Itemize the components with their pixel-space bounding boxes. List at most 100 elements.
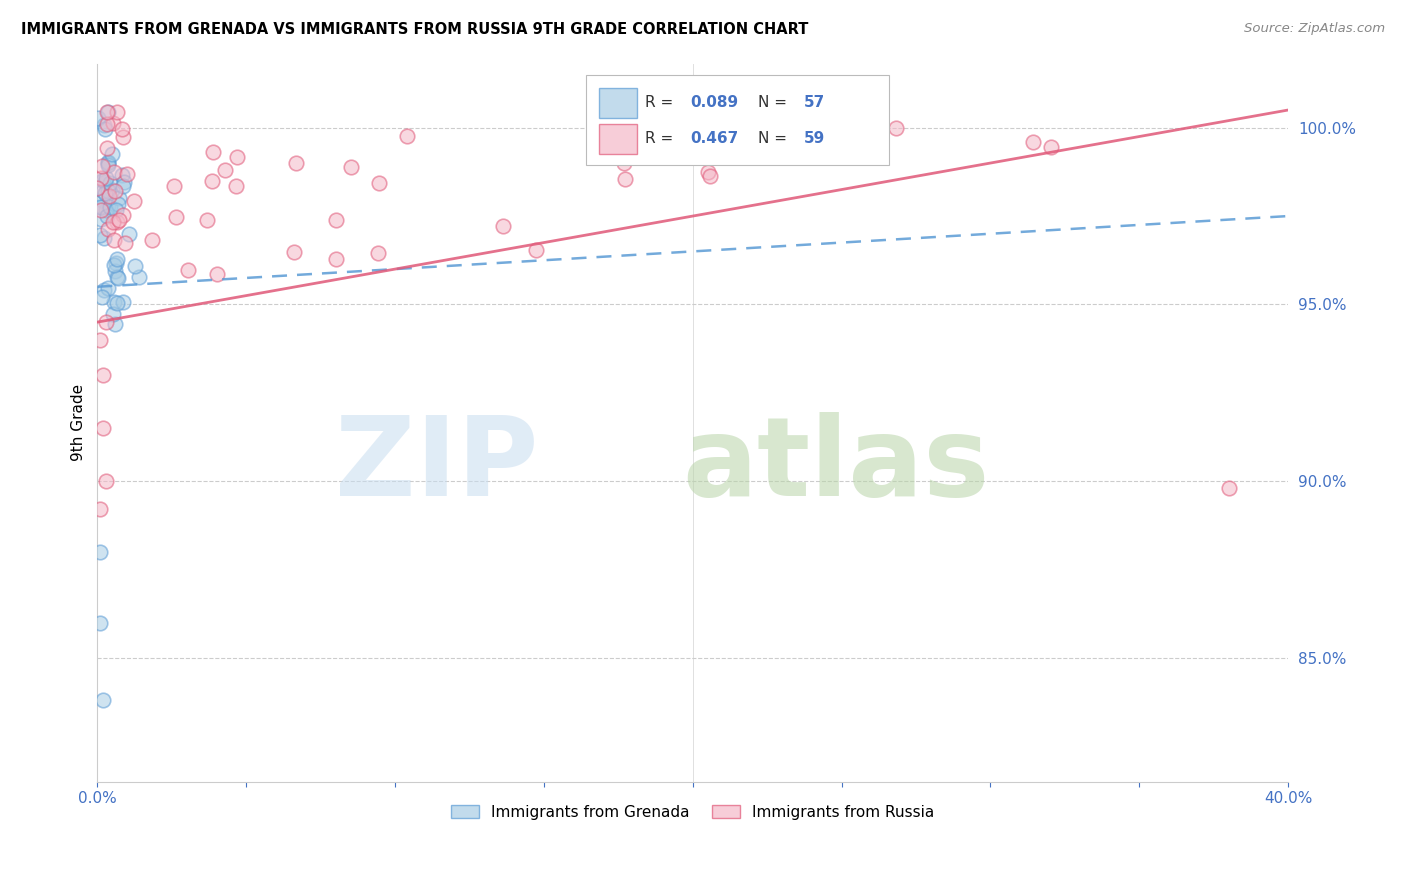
Point	[91, 693, 114, 707]
Point	[98, 176, 121, 190]
Point	[107, 191, 129, 205]
Point	[112, 175, 135, 189]
Point	[524, 244, 547, 258]
Point	[91, 368, 114, 383]
Point	[94, 186, 117, 200]
Point	[367, 246, 389, 260]
FancyBboxPatch shape	[599, 124, 637, 153]
Point	[89, 200, 111, 214]
Point	[105, 270, 128, 285]
Point	[89, 545, 111, 559]
Point	[96, 117, 118, 131]
Point	[226, 149, 249, 163]
Point	[96, 315, 118, 329]
Point	[202, 145, 225, 159]
Point	[91, 160, 114, 174]
Point	[97, 188, 120, 202]
Point	[111, 179, 134, 194]
Point	[97, 156, 120, 170]
Point	[195, 213, 218, 227]
Point	[1218, 481, 1240, 495]
Point	[91, 421, 114, 435]
Point	[107, 212, 129, 227]
Point	[340, 161, 363, 175]
Point	[396, 129, 419, 144]
Point	[86, 180, 108, 194]
Point	[165, 210, 187, 224]
Point	[177, 263, 200, 277]
Text: 59: 59	[803, 131, 825, 146]
Point	[97, 184, 120, 198]
Point	[115, 167, 138, 181]
Point	[162, 178, 184, 193]
Point	[492, 219, 515, 233]
Point	[105, 296, 128, 310]
Point	[96, 105, 118, 120]
Point	[103, 258, 125, 272]
Point	[1039, 140, 1062, 154]
Point	[97, 105, 120, 120]
Point	[97, 158, 120, 172]
Point	[124, 194, 146, 208]
Point	[97, 199, 120, 213]
Text: Source: ZipAtlas.com: Source: ZipAtlas.com	[1244, 22, 1385, 36]
Text: 0.089: 0.089	[690, 95, 738, 111]
Point	[111, 130, 134, 145]
Point	[101, 183, 124, 197]
Text: N =: N =	[758, 95, 792, 111]
Point	[87, 111, 110, 125]
Point	[93, 175, 115, 189]
Text: 57: 57	[803, 95, 825, 111]
Point	[93, 118, 115, 132]
Point	[114, 236, 136, 251]
Point	[89, 615, 111, 630]
Point	[104, 264, 127, 278]
Point	[103, 184, 125, 198]
Point	[325, 252, 347, 266]
Point	[103, 294, 125, 309]
Point	[94, 202, 117, 217]
Point	[89, 502, 111, 516]
Point	[283, 244, 305, 259]
Point	[97, 221, 120, 235]
Point	[96, 474, 118, 488]
Point	[205, 267, 228, 281]
Text: atlas: atlas	[682, 412, 990, 519]
FancyBboxPatch shape	[585, 75, 889, 164]
Point	[91, 291, 114, 305]
Point	[141, 233, 163, 247]
Point	[89, 228, 111, 243]
Point	[214, 163, 236, 178]
Point	[105, 105, 128, 120]
Point	[97, 281, 120, 295]
Point	[93, 283, 115, 297]
Point	[94, 122, 117, 136]
Point	[128, 269, 150, 284]
Point	[107, 271, 129, 285]
Point	[103, 164, 125, 178]
Point	[614, 172, 637, 186]
Text: IMMIGRANTS FROM GRENADA VS IMMIGRANTS FROM RUSSIA 9TH GRADE CORRELATION CHART: IMMIGRANTS FROM GRENADA VS IMMIGRANTS FR…	[21, 22, 808, 37]
Point	[111, 168, 134, 182]
Point	[111, 208, 134, 222]
Point	[697, 165, 720, 179]
Point	[105, 215, 128, 229]
Text: N =: N =	[758, 131, 792, 146]
Point	[90, 194, 112, 208]
Point	[97, 155, 120, 169]
Point	[884, 121, 907, 136]
Point	[101, 116, 124, 130]
Point	[91, 184, 114, 198]
Point	[104, 317, 127, 331]
Y-axis label: 9th Grade: 9th Grade	[72, 384, 86, 461]
Point	[96, 141, 118, 155]
Point	[118, 227, 141, 242]
Point	[613, 155, 636, 169]
Point	[98, 200, 121, 214]
Point	[90, 212, 112, 227]
Text: R =: R =	[645, 95, 678, 111]
Point	[96, 171, 118, 186]
Point	[96, 184, 118, 198]
Point	[368, 176, 391, 190]
Text: R =: R =	[645, 131, 678, 146]
